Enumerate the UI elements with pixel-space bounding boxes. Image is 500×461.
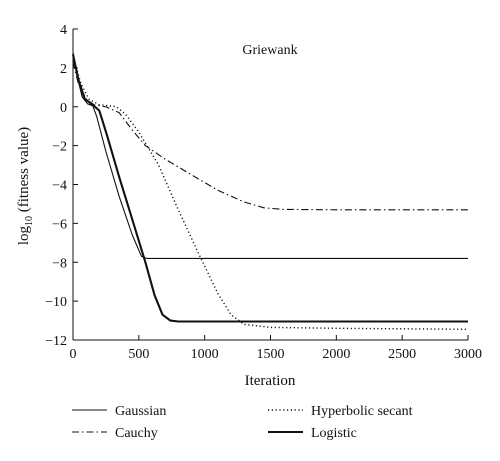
y-tick-label: −2 — [52, 140, 67, 155]
y-tick-label: 2 — [60, 62, 67, 77]
axes: 420−2−4−6−8−10−120 500 1000 1500 2000 2500 300… — [45, 23, 482, 362]
y-tick-label: −12 — [45, 334, 67, 349]
series-line-cauchy — [72, 61, 468, 211]
legend-item-logistic: Logistic — [268, 426, 357, 441]
chart-title: Griewank — [242, 43, 297, 58]
legend-label: Hyperbolic secant — [311, 404, 413, 419]
x-tick-label: 2500 — [388, 347, 416, 362]
x-tick-label: 1500 — [257, 347, 285, 362]
x-tick-label: 500 — [128, 347, 149, 362]
legend-item-gaussian: Gaussian — [72, 404, 166, 419]
legend-item-hyperbolic-secant: Hyperbolic secant — [268, 404, 413, 419]
series-line-logistic — [71, 54, 468, 323]
y-axis-label: log10 (fitness value) — [16, 127, 35, 245]
x-tick-label: 3000 — [454, 347, 482, 362]
series-line-hyperbolic-secant — [72, 56, 469, 330]
y-tick-label: 0 — [60, 101, 67, 116]
series-line-gaussian — [72, 52, 468, 259]
x-tick-label: 1000 — [191, 347, 219, 362]
legend: Gaussian Cauchy Hyperbolic secant Logistic — [72, 404, 413, 441]
x-tick-label: 0 — [70, 347, 77, 362]
legend-label: Cauchy — [115, 426, 158, 441]
x-axis-label: Iteration — [245, 373, 296, 389]
legend-label: Logistic — [311, 426, 357, 441]
y-tick-label: −10 — [45, 295, 67, 310]
x-tick-label: 2000 — [322, 347, 350, 362]
y-tick-label: 4 — [60, 23, 67, 38]
y-tick-label: −4 — [52, 179, 67, 194]
y-tick-label: −6 — [52, 217, 67, 232]
series-layer — [71, 52, 469, 330]
y-tick-label: −8 — [52, 256, 67, 271]
legend-item-cauchy: Cauchy — [72, 426, 158, 441]
legend-label: Gaussian — [115, 404, 166, 419]
